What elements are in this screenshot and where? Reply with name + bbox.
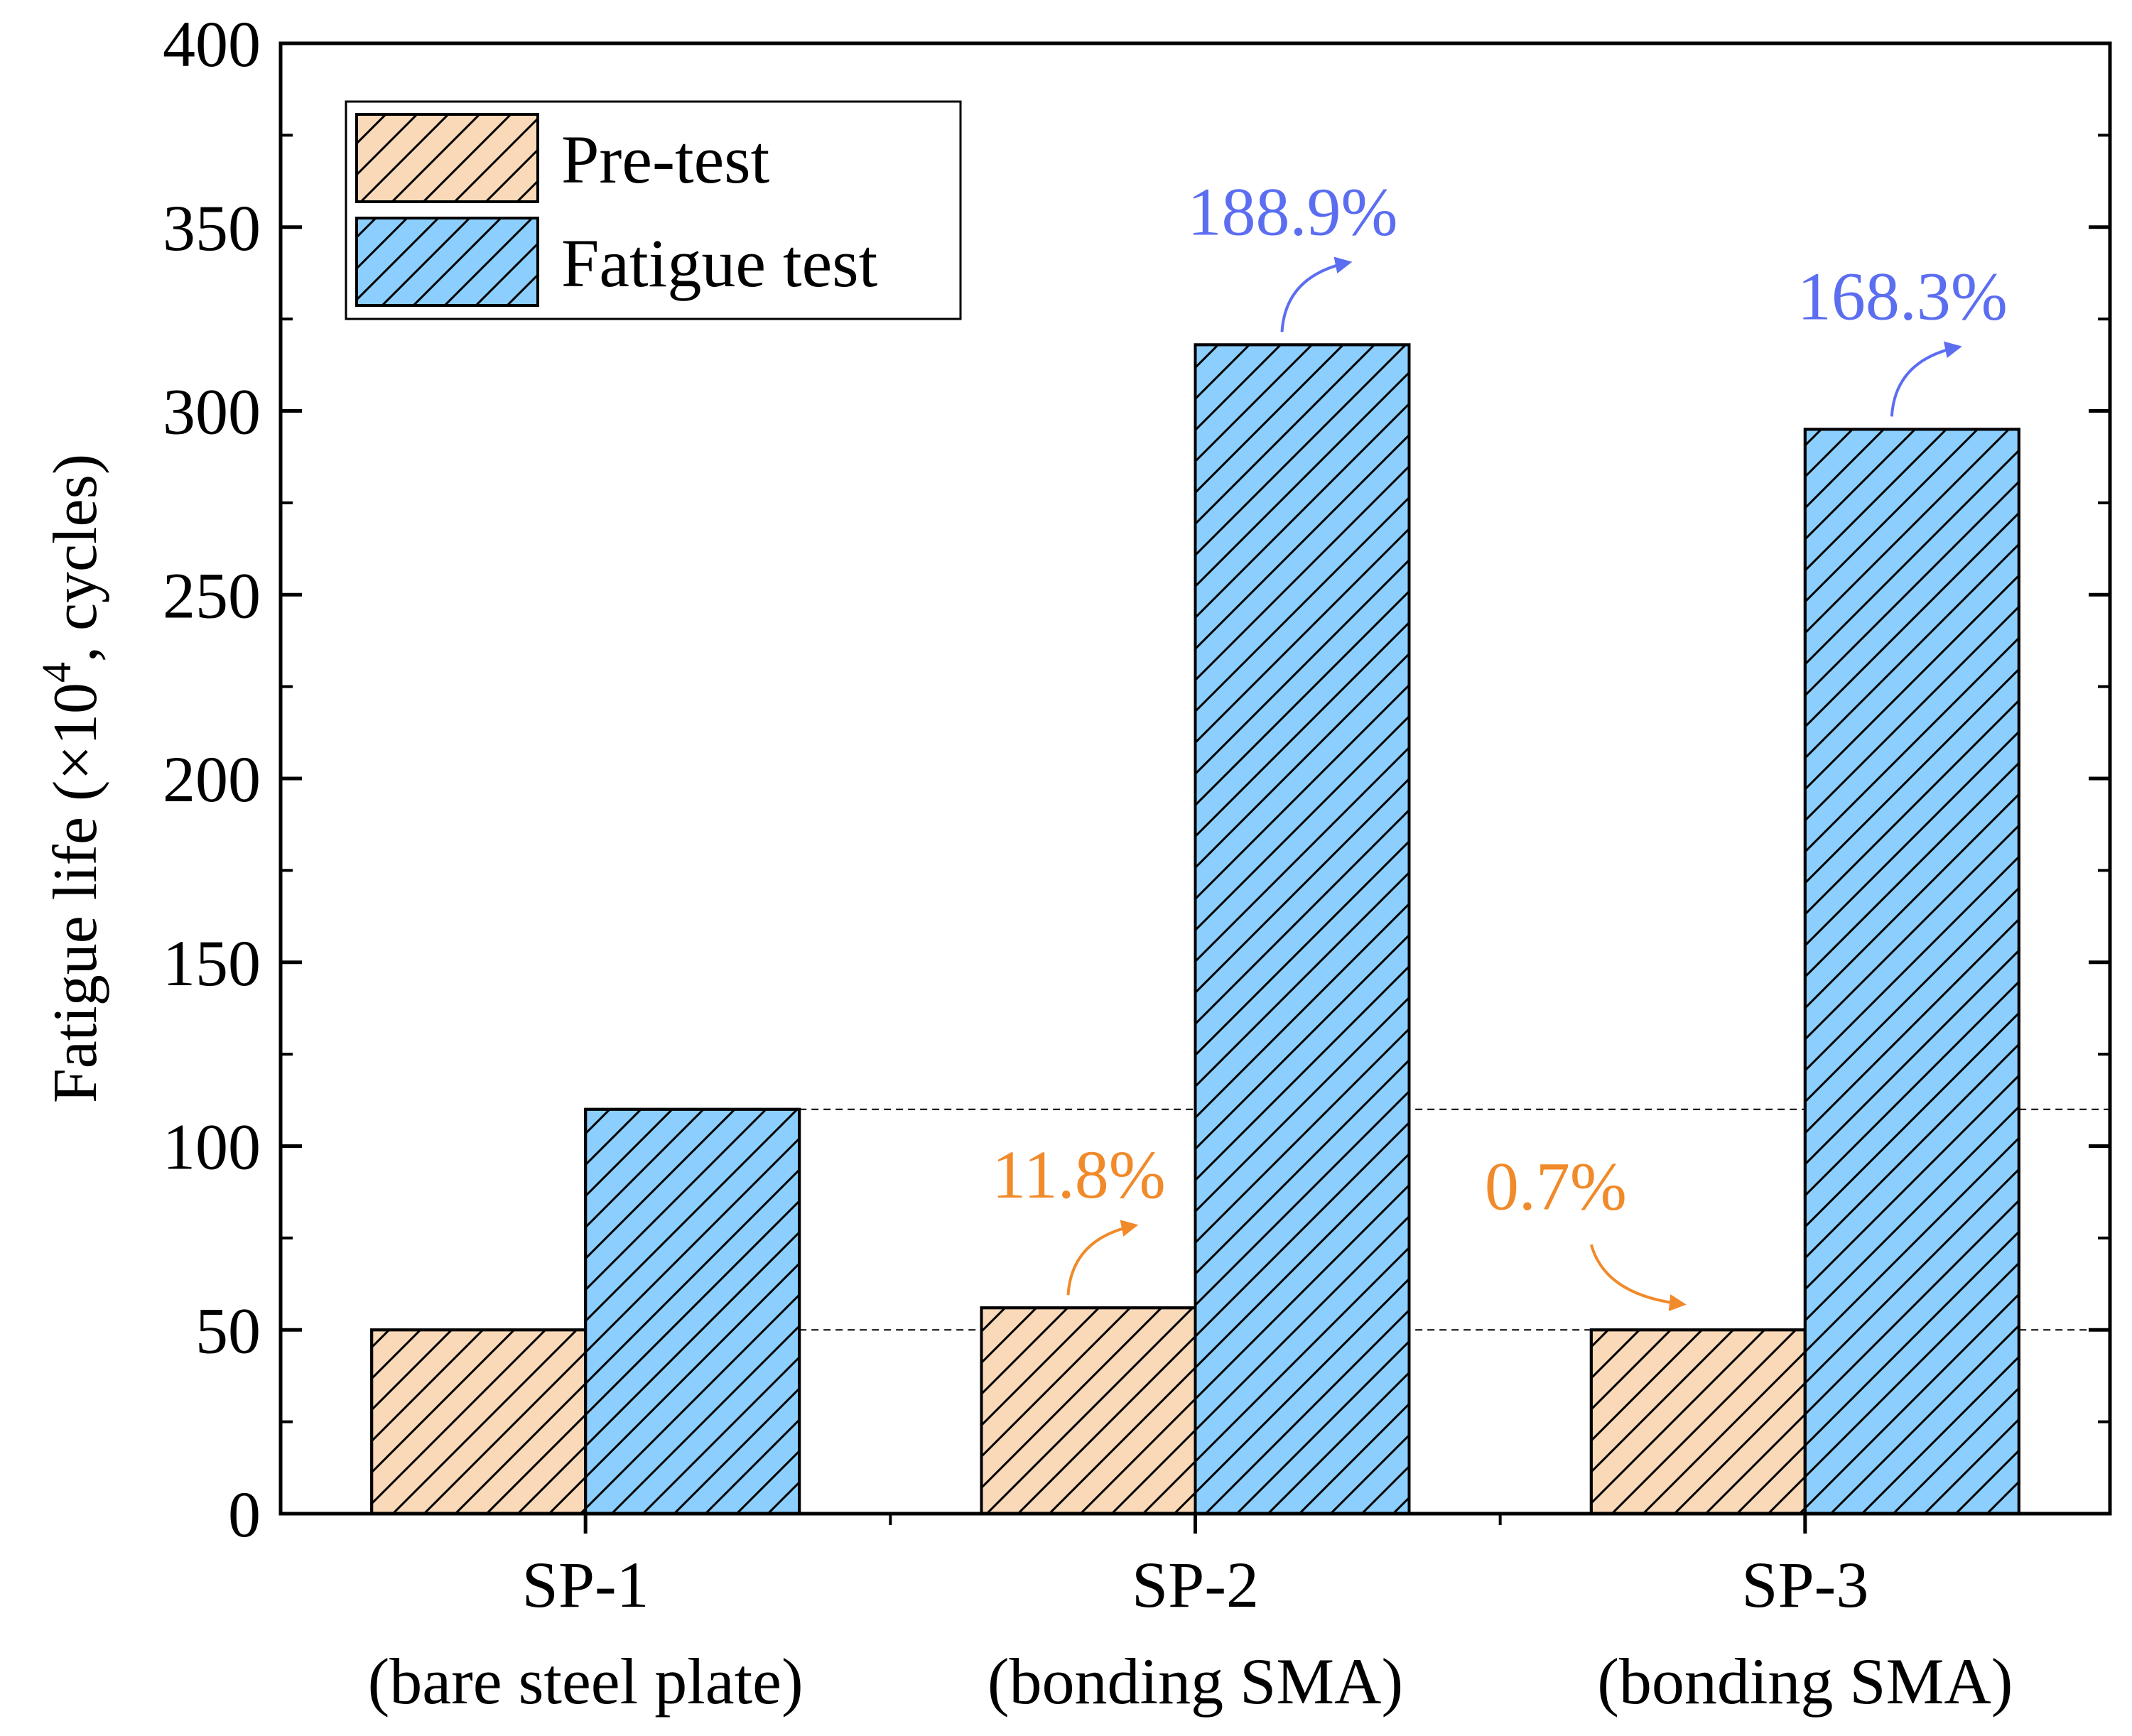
- y-tick-label: 100: [163, 1111, 261, 1183]
- x-axis-ticks: SP-1 (bare steel plate) SP-2 (bonding SMA) S…: [368, 1514, 2013, 1718]
- annotation-label: 188.9%: [1188, 173, 1398, 249]
- y-axis-label-superscript: 4: [33, 662, 80, 683]
- annotation-arrow: [1589, 1244, 1687, 1312]
- annotation-arrow: [1280, 256, 1353, 332]
- legend-label-pre-test: Pre-test: [561, 121, 770, 197]
- y-axis-ticks: 0 50 100 150 200 250 300 350 400: [163, 8, 2110, 1551]
- x-tick-label: SP-2: [1132, 1548, 1259, 1621]
- y-tick-label: 200: [163, 743, 261, 815]
- y-tick-label: 250: [163, 559, 261, 631]
- annotation-arrow: [1890, 341, 1962, 417]
- bars: [370, 343, 2020, 1516]
- bar-fatigue-test-sp-2-hatch: [1194, 343, 1411, 1516]
- annotation-label: 0.7%: [1485, 1148, 1627, 1224]
- y-axis-label: Fatigue life (×104, cycles): [33, 454, 110, 1103]
- x-tick-sublabel: (bonding SMA): [987, 1645, 1403, 1718]
- bar-fatigue-test-sp-1-hatch: [584, 1107, 801, 1515]
- annotation-arrow: [1066, 1220, 1139, 1296]
- legend: Pre-test Fatigue test: [345, 100, 962, 320]
- bar-pre-test-sp-2-hatch: [980, 1306, 1197, 1515]
- plot-frame: [278, 41, 2112, 1516]
- bar-fatigue-test-sp-3-hatch: [1803, 428, 2020, 1515]
- y-tick-label: 350: [163, 192, 261, 264]
- y-tick-label: 50: [195, 1294, 261, 1367]
- x-tick-sublabel: (bonding SMA): [1597, 1645, 2013, 1718]
- x-tick-sublabel: (bare steel plate): [368, 1645, 803, 1718]
- y-tick-label: 0: [228, 1478, 261, 1551]
- y-tick-label: 400: [163, 8, 261, 80]
- y-axis-label-tail: , cycles): [41, 454, 110, 662]
- y-tick-label: 300: [163, 376, 261, 448]
- y-tick-label: 150: [163, 927, 261, 999]
- annotations: 11.8% 0.7% 188.9% 168.3%: [992, 173, 2008, 1312]
- annotation-label: 11.8%: [992, 1136, 1165, 1213]
- bar-pre-test-sp-3-hatch: [1589, 1328, 1807, 1515]
- y-axis-label-main: Fatigue life (×10: [41, 683, 110, 1103]
- bar-pre-test-sp-1-hatch: [370, 1328, 588, 1515]
- x-tick-label: SP-3: [1741, 1548, 1868, 1621]
- x-tick-label: SP-1: [522, 1548, 649, 1621]
- legend-label-fatigue-test: Fatigue test: [561, 225, 878, 301]
- annotation-label: 168.3%: [1797, 258, 2008, 334]
